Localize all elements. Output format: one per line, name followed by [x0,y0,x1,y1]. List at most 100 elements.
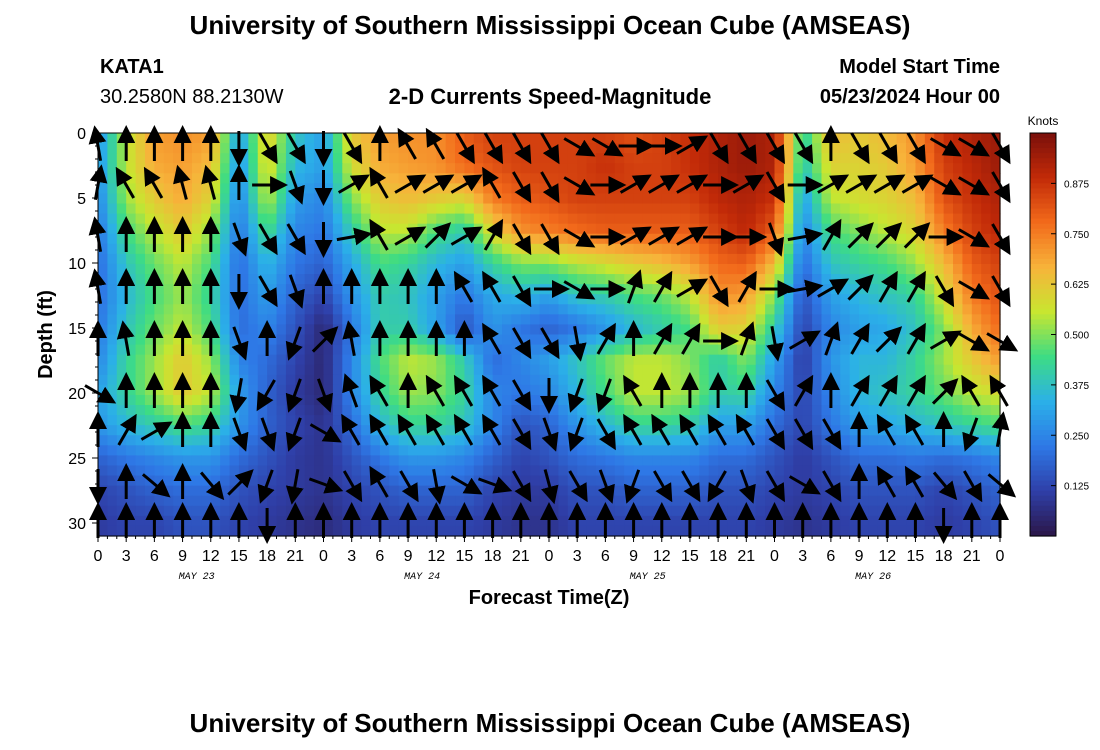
current-arrow [676,174,709,194]
heatmap-cell [765,334,776,346]
heatmap-cell [229,314,240,326]
heatmap-cell [135,263,146,275]
heatmap-cell [577,455,588,467]
heatmap-cell [492,163,503,174]
heatmap-cell [445,324,456,336]
heatmap-cell [971,475,982,487]
heatmap-cell [990,415,1001,426]
heatmap-cell [473,314,484,326]
heatmap-cell [652,263,663,275]
heatmap-cell [971,163,982,174]
heatmap-cell [802,213,813,225]
heatmap-cell [267,274,278,285]
colorbar-segment [1030,339,1056,346]
heatmap-cell [163,475,174,487]
heatmap-cell [981,425,992,436]
heatmap-cell [520,253,531,265]
heatmap-cell [238,485,249,497]
heatmap-cell [314,354,325,366]
heatmap-cell [812,455,823,467]
heatmap-cell [642,314,653,326]
heatmap-cell [680,193,691,205]
heatmap-cell [426,153,437,164]
heatmap-cell [436,405,447,416]
heatmap-cell [295,364,306,376]
heatmap-cell [896,213,907,225]
heatmap-cell [671,384,682,396]
heatmap-cell [680,213,691,225]
heatmap-cell [812,374,823,386]
heatmap-cell [257,425,268,436]
heatmap-cell [408,415,419,426]
heatmap-cell [642,405,653,416]
heatmap-cell [332,213,343,225]
heatmap-cell [295,314,306,326]
heatmap-cell [689,505,700,517]
heatmap-cell [492,505,503,517]
current-arrow [231,222,249,257]
colorbar-segment [1030,274,1056,280]
heatmap-cell [896,153,907,164]
heatmap-cell [962,515,973,527]
heatmap-cell [530,233,541,245]
heatmap-cell [868,475,879,487]
heatmap-cell [934,384,945,396]
colorbar-segment [1030,284,1056,290]
heatmap-cell [577,213,588,225]
heatmap-cell [530,193,541,205]
colorbar-segment [1030,525,1056,532]
heatmap-cell [661,455,672,467]
heatmap-cell [445,274,456,285]
heatmap-cell [323,354,334,366]
heatmap-cell [943,203,954,215]
heatmap-cell [624,354,635,366]
heatmap-cell [934,334,945,346]
heatmap-cell [229,485,240,497]
heatmap-cell [304,324,315,336]
heatmap-cell [445,263,456,275]
heatmap-cell [135,445,146,456]
heatmap-cell [943,425,954,436]
heatmap-cell [595,274,606,285]
heatmap-cell [868,143,879,154]
heatmap-cell [746,314,757,326]
heatmap-cell [539,495,550,507]
heatmap-cell [774,213,785,225]
heatmap-cell [652,465,663,477]
current-arrow [512,223,532,256]
heatmap-cell [549,203,559,215]
heatmap-cell [116,334,127,346]
heatmap-cell [567,445,578,456]
heatmap-cell [248,203,259,215]
heatmap-cell [144,515,155,527]
heatmap-cell [220,253,231,265]
heatmap-cell [116,263,127,275]
heatmap-cell [859,445,870,456]
heatmap-cell [182,153,193,164]
heatmap-cell [906,324,917,336]
heatmap-cell [633,415,644,426]
x-tick-label: 12 [202,548,220,565]
heatmap-cell [257,384,268,396]
heatmap-cell [370,435,381,446]
heatmap-cell [990,344,1001,356]
colorbar-segment [1030,173,1056,179]
heatmap-cell [652,193,663,205]
heatmap-cell [558,294,569,305]
heatmap-cell [802,263,813,275]
heatmap-cell [473,525,484,537]
heatmap-cell [680,153,691,164]
current-arrow [285,417,303,452]
heatmap-cell [689,374,700,386]
heatmap-cell [924,314,935,326]
heatmap-cell [455,354,466,366]
heatmap-cell [821,364,832,376]
heatmap-cell [173,143,184,154]
heatmap-cell [558,243,569,255]
heatmap-cell [689,394,700,406]
heatmap-cell [342,475,353,487]
heatmap-cell [689,525,700,537]
heatmap-cell [304,455,315,467]
heatmap-cell [483,394,494,406]
heatmap-cell [708,495,719,507]
